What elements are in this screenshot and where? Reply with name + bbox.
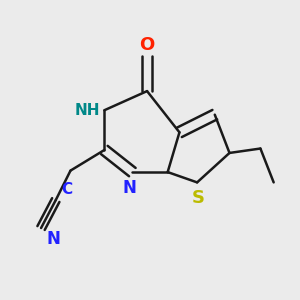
Text: NH: NH xyxy=(74,103,100,118)
Text: N: N xyxy=(122,179,136,197)
Text: O: O xyxy=(140,36,155,54)
Text: C: C xyxy=(61,182,72,197)
Text: S: S xyxy=(192,189,205,207)
Text: N: N xyxy=(46,230,60,247)
